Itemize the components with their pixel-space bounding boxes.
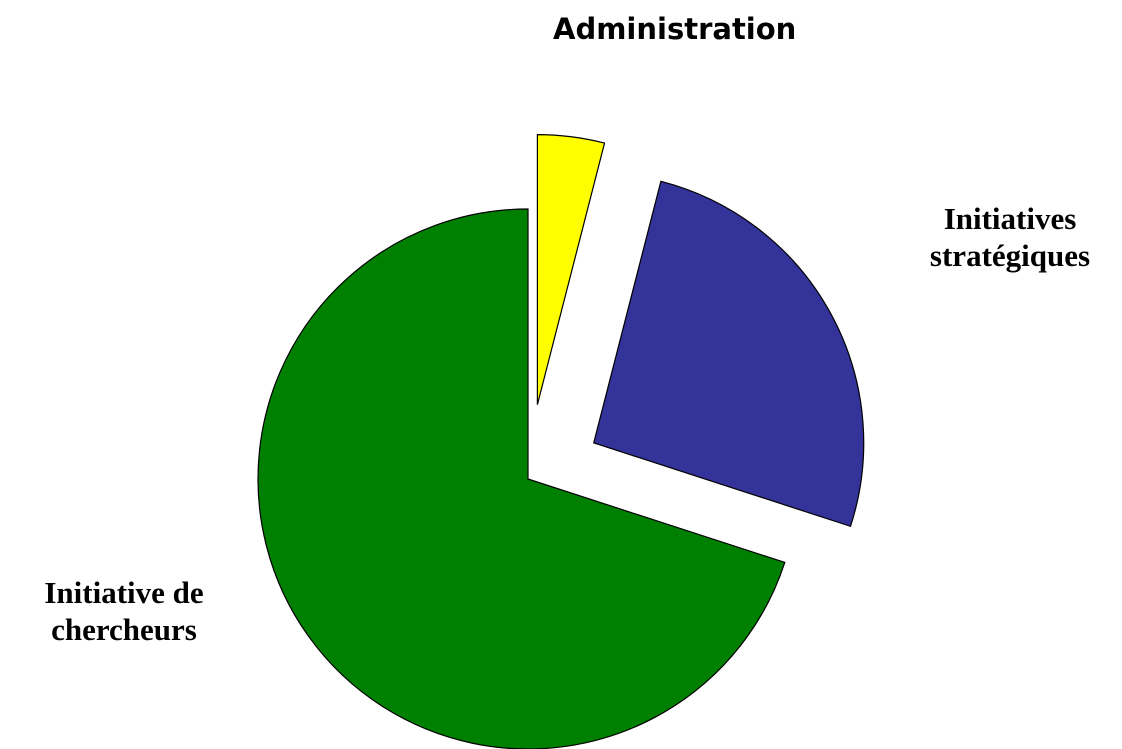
slice-label-initiatives-strategiques-line-2: stratégiques — [929, 238, 1091, 274]
slice-label-initiative-de-chercheurs: Initiative de chercheurs — [4, 574, 244, 648]
slice-label-initiatives-strategiques: Initiatives stratégiques — [905, 200, 1115, 274]
slice-label-initiative-de-chercheurs-line-2: chercheurs — [51, 612, 197, 648]
pie-slice-initiatives-strategiques — [592, 180, 865, 528]
pie-slice-administration — [536, 133, 606, 405]
slice-label-administration: Administration — [553, 12, 796, 47]
slice-label-administration-line-1: Administration — [553, 12, 797, 46]
slice-label-initiatives-strategiques-line-1: Initiatives — [943, 201, 1077, 236]
pie-slice-initiative-de-chercheurs — [257, 208, 786, 749]
slice-label-initiative-de-chercheurs-line-1: Initiative de — [44, 575, 204, 610]
